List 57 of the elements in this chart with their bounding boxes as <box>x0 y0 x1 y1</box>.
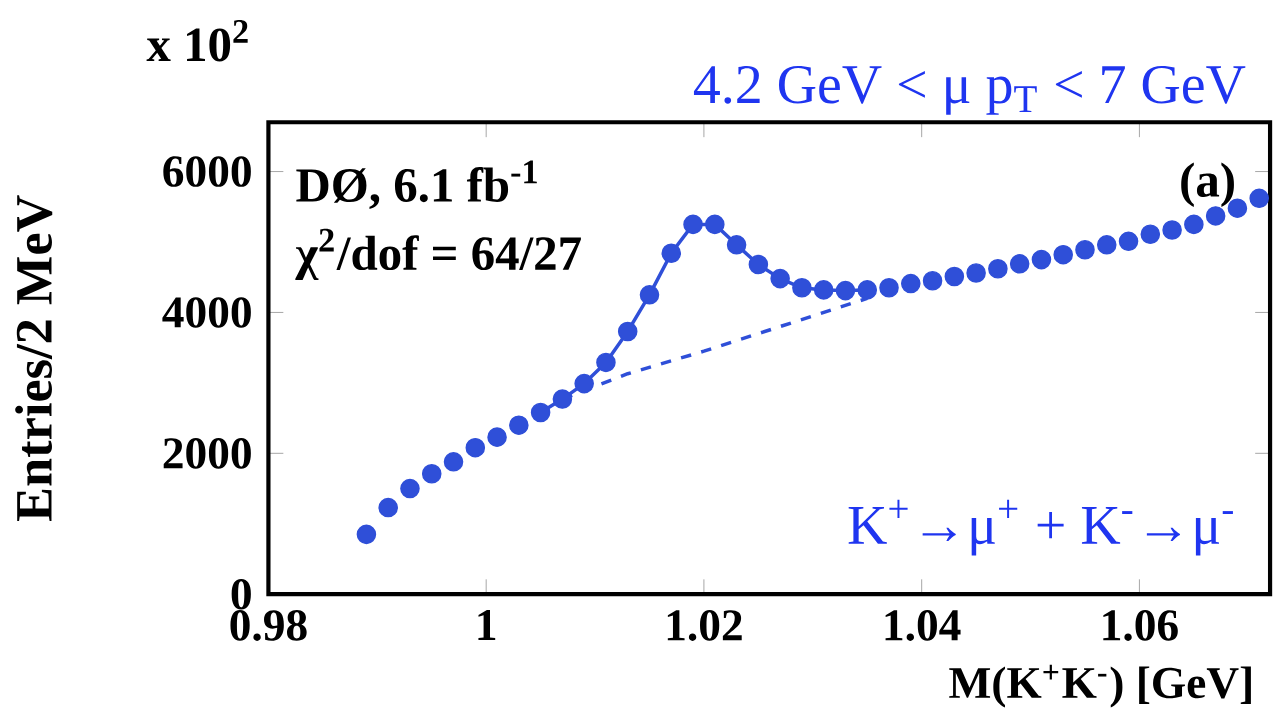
text: x 10$^{2}$ <box>146 20 248 62</box>
annotation: K$^{+}$→μ$^{+}$ + K$^{-}$→μ$^{-}$ <box>848 499 1233 556</box>
point <box>835 280 856 301</box>
point <box>1162 220 1182 240</box>
point <box>1184 214 1204 235</box>
point <box>1205 206 1226 226</box>
point <box>509 415 529 436</box>
point <box>596 352 616 373</box>
point <box>770 269 790 289</box>
point <box>661 243 682 264</box>
point <box>1140 224 1161 245</box>
x-tick-label: 1.02 <box>667 610 742 642</box>
point <box>1118 231 1139 252</box>
annotation: DØ, 6.1 fb$^{-1}$ <box>296 160 537 210</box>
point <box>574 373 594 394</box>
point <box>1075 240 1095 260</box>
point <box>748 254 769 275</box>
point <box>857 280 878 300</box>
y-tick-label: 6000 <box>163 156 251 188</box>
point <box>378 497 398 518</box>
point <box>705 214 725 235</box>
point <box>443 452 464 472</box>
point <box>487 427 507 448</box>
point <box>1009 254 1030 274</box>
point <box>922 271 943 291</box>
point <box>1031 249 1052 270</box>
point <box>1053 245 1073 265</box>
y-tick-label: 2000 <box>163 438 251 469</box>
x-axis-title: M(K$^{+}$K$^{-}$) [GeV] <box>949 664 1251 708</box>
y-tick-label: 0 <box>231 579 251 610</box>
point <box>356 524 377 545</box>
x-tick-label: 1 <box>478 610 496 641</box>
point <box>792 278 812 298</box>
annotation: χ$^{2}$/dof = 64/27 <box>295 228 581 281</box>
x-tick-label: 1.04 <box>885 610 961 642</box>
x-tick-label: 1.06 <box>1103 610 1178 642</box>
point <box>617 321 638 342</box>
text: 4.2 GeV < μ p$_{T}$ < 7 GeV <box>693 66 1246 116</box>
point <box>1096 235 1117 255</box>
y-tick-label: 4000 <box>162 297 251 328</box>
point <box>966 263 986 283</box>
point <box>683 214 703 235</box>
point <box>639 285 660 305</box>
point <box>530 402 551 423</box>
point <box>879 278 899 298</box>
y-axis-title: Entries/2 MeV <box>15 195 53 522</box>
point <box>421 464 442 484</box>
point <box>813 280 834 300</box>
point <box>552 389 573 410</box>
point <box>465 438 486 458</box>
point <box>400 478 420 499</box>
point <box>901 273 921 294</box>
x-tick-label: 0.98 <box>230 610 307 642</box>
point <box>726 235 747 255</box>
point <box>988 259 1008 279</box>
point <box>944 266 965 287</box>
annotation: (a) <box>1181 162 1234 208</box>
